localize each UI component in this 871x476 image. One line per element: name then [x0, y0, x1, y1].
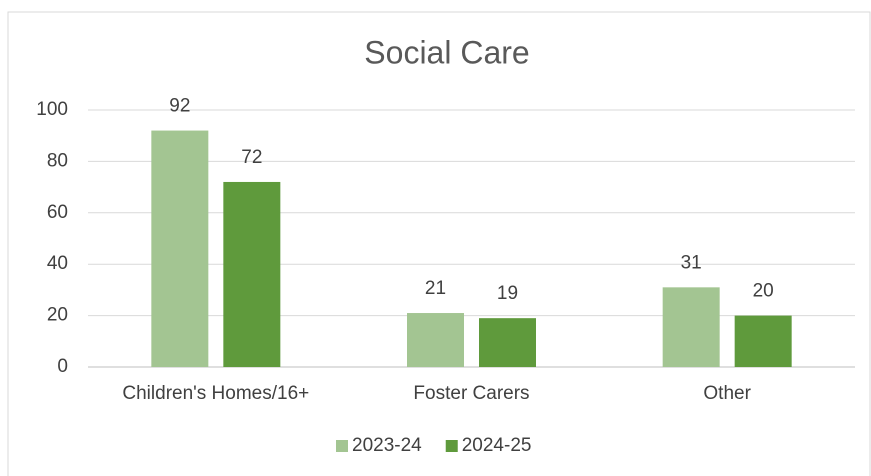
chart-title: Social Care: [364, 34, 529, 70]
y-tick-label: 40: [47, 253, 68, 274]
bar: [151, 130, 209, 367]
bar: [734, 315, 792, 367]
bar: [407, 313, 464, 367]
data-label: 72: [241, 147, 262, 168]
y-tick-label: 100: [36, 99, 68, 120]
bar: [479, 318, 536, 367]
x-tick-label: Children's Homes/16+: [122, 383, 309, 404]
y-tick-label: 80: [47, 150, 68, 171]
legend-swatch: [445, 440, 458, 452]
x-tick-label: Foster Carers: [413, 383, 529, 404]
bar: [662, 287, 720, 367]
data-label: 92: [169, 96, 190, 117]
legend-label: 2024-25: [462, 435, 532, 456]
y-tick-label: 60: [47, 202, 68, 223]
legend-label: 2023-24: [352, 435, 422, 456]
y-tick-label: 0: [57, 356, 68, 377]
data-label: 21: [425, 278, 446, 299]
bar: [223, 181, 281, 367]
y-tick-label: 20: [47, 305, 68, 326]
data-label: 20: [753, 281, 774, 302]
data-label: 19: [497, 283, 518, 304]
chart-border: [7, 11, 871, 476]
legend-swatch: [336, 440, 348, 452]
data-label: 31: [681, 252, 702, 273]
x-tick-label: Other: [703, 383, 751, 404]
